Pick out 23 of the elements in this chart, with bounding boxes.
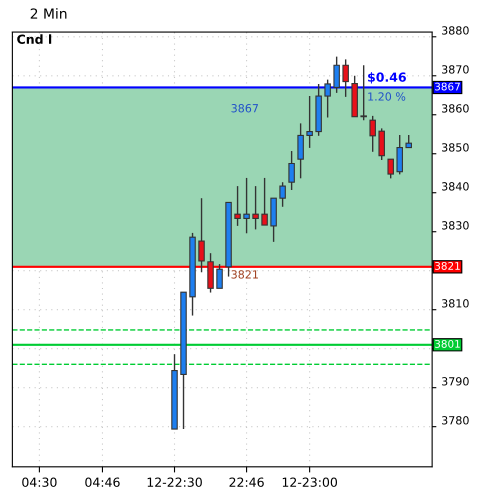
- annotation: 1.20 %: [368, 92, 406, 101]
- annotation: $0.46: [368, 72, 406, 84]
- x-tick-label: 12-22:30: [148, 477, 202, 487]
- y-tick-label: 3790: [442, 377, 469, 386]
- ref-line-label: 3801: [435, 340, 460, 348]
- ref-line-label: 3867: [435, 82, 460, 90]
- y-tick-label: 3830: [442, 221, 469, 230]
- annotation: 3867: [231, 104, 258, 112]
- x-tick-label: 12-23:00: [282, 477, 338, 487]
- y-tick-label: 3810: [442, 299, 469, 308]
- y-tick-label: 3880: [442, 26, 469, 35]
- x-tick-label: 22:46: [229, 477, 264, 487]
- annotation: 3821: [231, 270, 258, 279]
- annotation: Cnd l: [17, 34, 52, 44]
- ref-line-label: 3821: [435, 262, 460, 270]
- y-tick-label: 3840: [442, 182, 469, 191]
- y-tick-label: 3780: [442, 416, 469, 425]
- y-tick-label: 3860: [442, 104, 469, 113]
- y-tick-label: 3870: [442, 65, 469, 74]
- y-tick-label: 3850: [442, 143, 469, 152]
- x-tick-label: 04:30: [22, 477, 57, 487]
- chart-title: 2 Min: [30, 8, 66, 19]
- x-tick-label: 04:46: [85, 477, 120, 487]
